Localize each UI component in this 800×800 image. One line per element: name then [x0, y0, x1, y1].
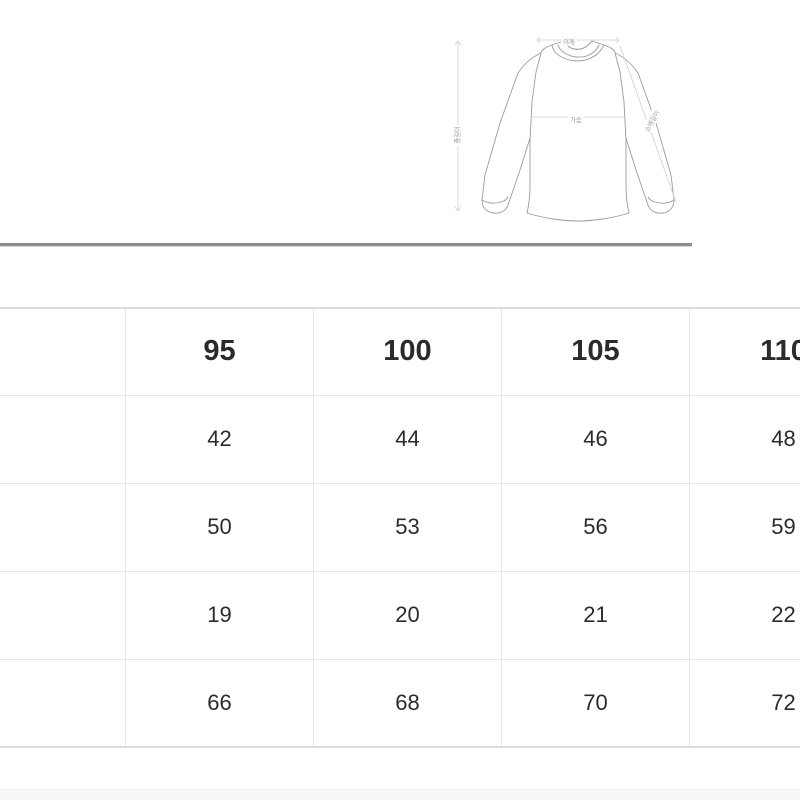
chest-measurement-label: 가슴 [568, 114, 584, 124]
garment-measurement-diagram: 어깨 가슴 소매길이 총길이 [440, 10, 710, 240]
cell-value: 46 [501, 394, 690, 484]
header-cell-size-95: 95 [125, 307, 314, 396]
header-cell-size-100: 100 [313, 307, 502, 396]
row-label [0, 482, 126, 572]
table-row: 42 44 46 48 [0, 394, 800, 484]
cell-value: 42 [125, 394, 314, 484]
size-chart-body: 42 44 46 48 50 53 56 59 19 20 21 22 [0, 394, 800, 748]
cell-value: 68 [313, 658, 502, 748]
cell-value: 44 [313, 394, 502, 484]
cell-value: 22 [689, 570, 800, 660]
table-row: 50 53 56 59 [0, 482, 800, 572]
length-measurement-label: 총길이 [451, 124, 462, 146]
cell-value: 50 [125, 482, 314, 572]
cell-value: 59 [689, 482, 800, 572]
cell-value: 66 [125, 658, 314, 748]
table-header-row: 95 100 105 110 [0, 307, 800, 396]
cell-value: 56 [501, 482, 690, 572]
cell-value: 20 [313, 570, 502, 660]
product-description: 으며 다. [0, 138, 82, 228]
cell-value: 70 [501, 658, 690, 748]
description-line-1: 으며 [0, 138, 82, 183]
description-line-2: 다. [0, 183, 82, 228]
cell-value: 72 [689, 658, 800, 748]
row-label [0, 570, 126, 660]
shoulder-measurement-label: 어깨 [561, 36, 577, 46]
header-cell-size-105: 105 [501, 307, 690, 396]
cell-value: 19 [125, 570, 314, 660]
cell-value: 48 [689, 394, 800, 484]
page-bottom-band [0, 789, 800, 800]
cell-value: 53 [313, 482, 502, 572]
section-divider [0, 243, 692, 247]
header-cell-label [0, 307, 126, 396]
cell-value: 21 [501, 570, 690, 660]
row-label [0, 394, 126, 484]
table-row: 19 20 21 22 [0, 570, 800, 660]
size-chart-header: 95 100 105 110 [0, 307, 800, 396]
table-row: 66 68 70 72 [0, 658, 800, 748]
size-chart-table: 95 100 105 110 42 44 46 48 50 53 56 59 [0, 307, 800, 748]
header-cell-size-110: 110 [689, 307, 800, 396]
row-label [0, 658, 126, 748]
